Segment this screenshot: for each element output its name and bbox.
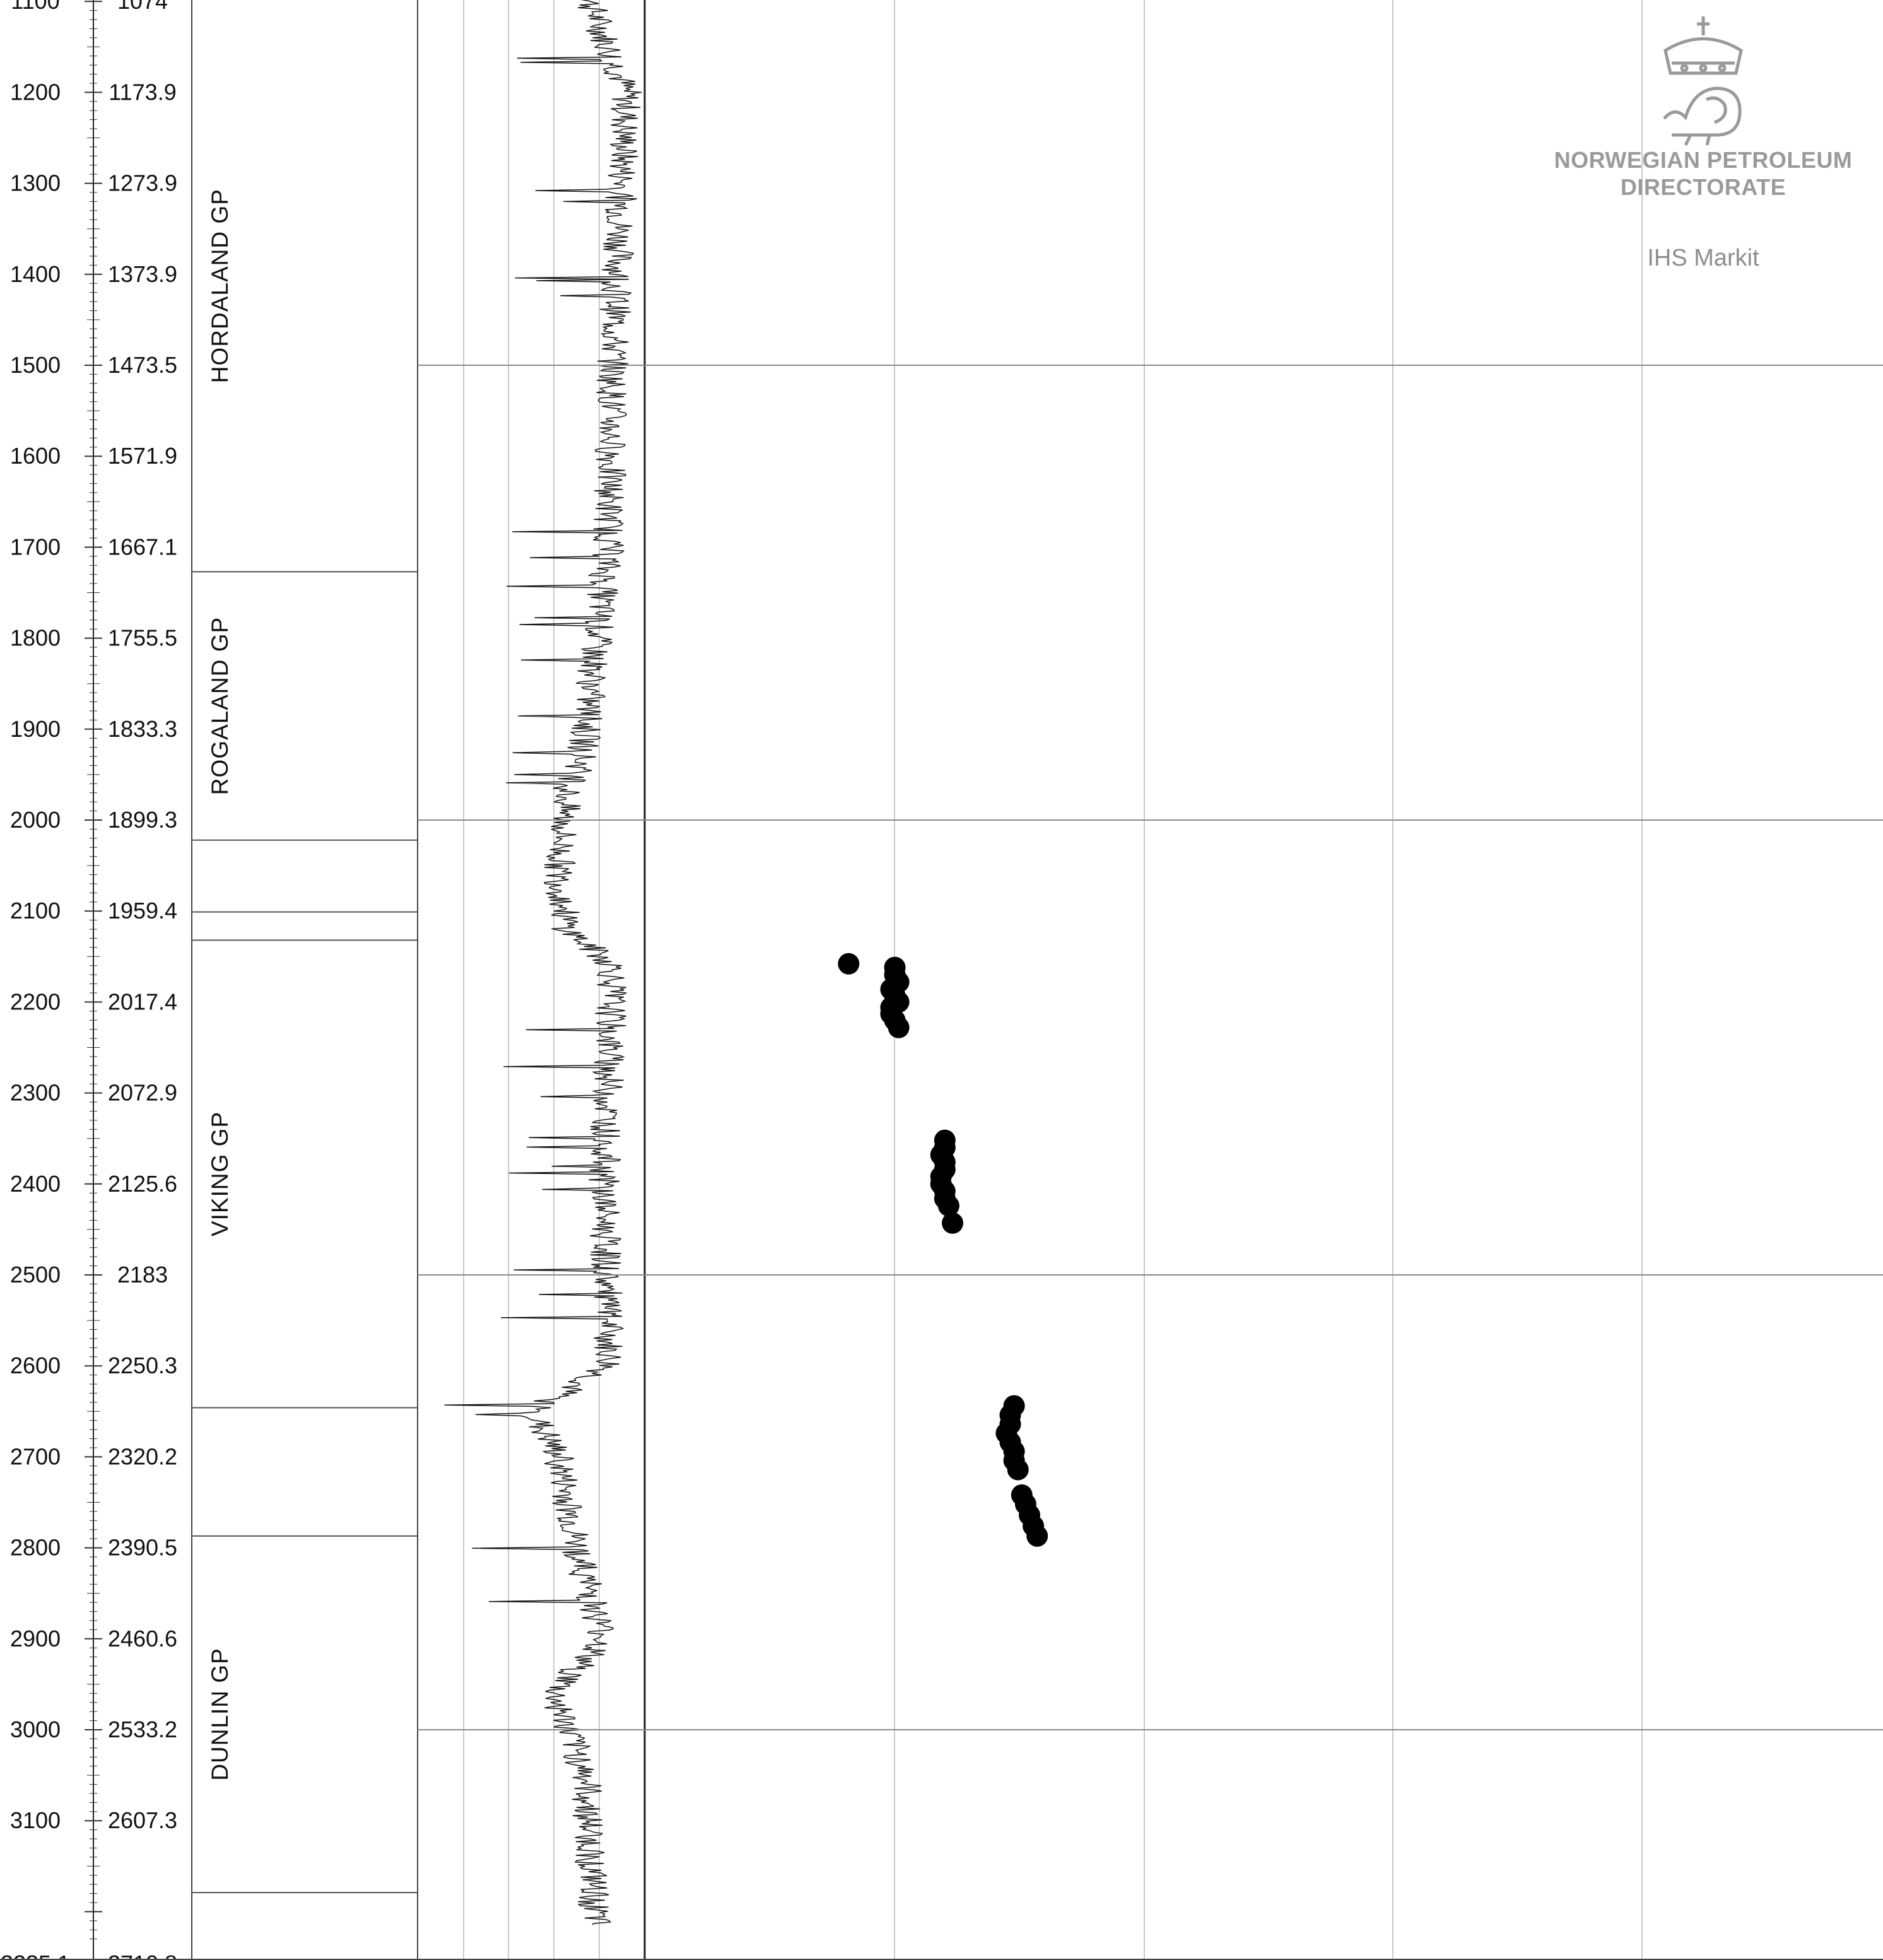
tvd-depth-label: 1959.4 xyxy=(108,898,177,924)
md-depth-label: 1600 xyxy=(10,443,61,469)
tvd-depth-label: 1473.5 xyxy=(108,352,177,378)
tvd-depth-label: 2017.4 xyxy=(108,989,177,1014)
tvd-depth-label: 1074 xyxy=(117,0,168,14)
md-depth-label: 1900 xyxy=(10,716,61,742)
tvd-depth-label: 2250.3 xyxy=(108,1353,177,1378)
md-depth-label: 1300 xyxy=(10,170,61,196)
md-depth-label: 2100 xyxy=(10,898,61,924)
formation-label: ROGALAND GP xyxy=(207,617,233,795)
tvd-depth-label: 2533.2 xyxy=(108,1716,177,1742)
org-name-line1: NORWEGIAN PETROLEUM xyxy=(1554,147,1853,173)
crown-and-lion-emblem-icon xyxy=(1663,16,1743,146)
data-point xyxy=(838,953,860,975)
md-depth-label: 1500 xyxy=(10,352,61,378)
md-depth-label: 1200 xyxy=(10,79,61,105)
tvd-depth-label-cut: 2710.8 xyxy=(108,1951,177,1960)
md-depth-label: 1700 xyxy=(10,534,61,560)
tvd-depth-label: 2607.3 xyxy=(108,1807,177,1833)
formation-label: DUNLIN GP xyxy=(207,1648,233,1780)
md-depth-label: 2800 xyxy=(10,1535,61,1561)
tvd-depth-label: 1273.9 xyxy=(108,170,177,196)
depth-axis: 1100 1074 1200 1173.9 1300 1273.9 1400 1373.9 15… xyxy=(1,0,177,1960)
data-point xyxy=(937,1195,959,1217)
md-depth-label: 3100 xyxy=(10,1807,61,1833)
tvd-depth-label: 1833.3 xyxy=(108,716,177,742)
tvd-depth-label: 2460.6 xyxy=(108,1626,177,1652)
tvd-depth-label: 2183 xyxy=(117,1262,168,1288)
md-depth-label: 1100 xyxy=(11,0,59,14)
tvd-depth-label: 1899.3 xyxy=(108,807,177,833)
tvd-depth-label: 1571.9 xyxy=(108,443,177,469)
tvd-depth-label: 2072.9 xyxy=(108,1080,177,1106)
log-curve xyxy=(444,0,642,1925)
formation-track: HORDALAND GP ROGALAND GP VIKING GP DUNLIN G… xyxy=(191,0,418,1960)
data-point xyxy=(942,1212,963,1234)
md-depth-label: 1800 xyxy=(10,625,61,651)
tvd-depth-label: 1373.9 xyxy=(108,261,177,287)
md-depth-label: 2600 xyxy=(10,1353,61,1378)
md-depth-label: 2000 xyxy=(10,807,61,833)
md-depth-label: 2500 xyxy=(10,1262,61,1288)
formation-label: VIKING GP xyxy=(207,1112,233,1236)
tvd-depth-label: 2125.6 xyxy=(108,1171,177,1197)
log-track xyxy=(417,0,646,1960)
md-depth-label: 2900 xyxy=(10,1626,61,1652)
data-point xyxy=(1026,1525,1048,1547)
md-depth-label: 3000 xyxy=(10,1716,61,1742)
logo: NORWEGIAN PETROLEUM DIRECTORATE IHS Mark… xyxy=(1527,11,1880,276)
tvd-depth-label: 2390.5 xyxy=(108,1535,177,1561)
md-depth-label: 2400 xyxy=(10,1171,61,1197)
md-depth-label: 2300 xyxy=(10,1080,61,1106)
tvd-depth-label: 1755.5 xyxy=(108,625,177,651)
data-point xyxy=(1007,1458,1029,1481)
tvd-depth-label: 1173.9 xyxy=(109,79,176,105)
tvd-depth-label: 1667.1 xyxy=(108,534,177,560)
md-depth-label-cut: 3235.1 xyxy=(1,1951,70,1960)
tvd-depth-label: 2320.2 xyxy=(108,1443,177,1469)
org-name-line2: DIRECTORATE xyxy=(1620,174,1786,200)
data-point xyxy=(888,1016,910,1038)
formation-label: HORDALAND GP xyxy=(207,189,233,383)
partner-name: IHS Markit xyxy=(1647,245,1759,271)
md-depth-label: 1400 xyxy=(10,261,61,287)
md-depth-label: 2200 xyxy=(10,989,61,1014)
md-depth-label: 2700 xyxy=(10,1443,61,1469)
